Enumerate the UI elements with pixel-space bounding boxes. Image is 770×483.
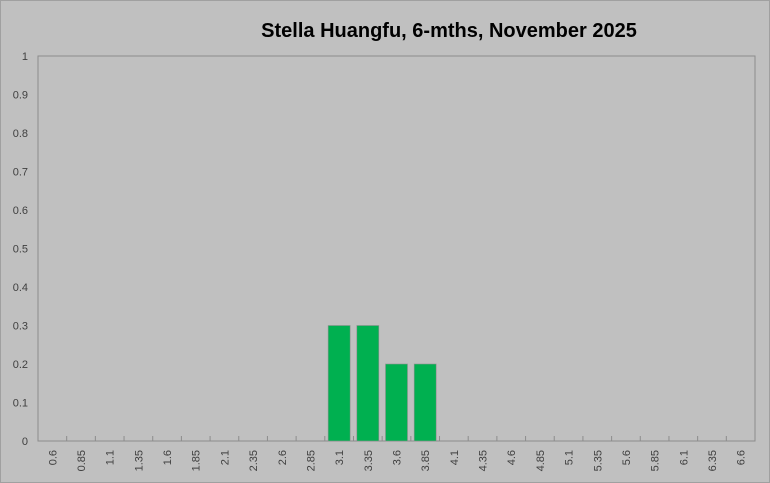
- y-tick-label: 1: [22, 51, 28, 63]
- x-tick-label: 3.1: [334, 450, 346, 465]
- x-tick-label: 6.1: [678, 450, 690, 465]
- x-tick-label: 5.35: [592, 450, 604, 471]
- x-tick-label: 2.85: [305, 450, 317, 471]
- x-tick-label: 5.1: [564, 450, 576, 465]
- y-tick-label: 0.5: [13, 244, 28, 256]
- y-tick-label: 0.1: [13, 398, 28, 410]
- x-tick-label: 6.35: [707, 450, 719, 471]
- x-tick-label: 3.6: [392, 450, 404, 465]
- y-tick-label: 0.8: [13, 128, 28, 140]
- y-tick-label: 0.3: [13, 321, 28, 333]
- x-tick-label: 5.6: [621, 450, 633, 465]
- x-tick-label: 1.1: [105, 450, 117, 465]
- y-tick-label: 0.9: [13, 90, 28, 102]
- x-tick-label: 1.6: [162, 450, 174, 465]
- y-tick-label: 0.7: [13, 167, 28, 179]
- x-tick-label: 0.85: [76, 450, 88, 471]
- x-tick-label: 2.6: [277, 450, 289, 465]
- x-tick-label: 4.1: [449, 450, 461, 465]
- bar: [356, 325, 380, 442]
- bar: [385, 363, 408, 442]
- x-tick-label: 3.85: [420, 450, 432, 471]
- x-tick-label: 4.85: [535, 450, 547, 471]
- y-tick-label: 0.2: [13, 359, 28, 371]
- x-tick-label: 6.6: [736, 450, 748, 465]
- x-tick-label: 1.35: [133, 450, 145, 471]
- x-tick-label: 2.35: [248, 450, 260, 471]
- x-tick-label: 0.6: [47, 450, 59, 465]
- x-tick-label: 3.35: [363, 450, 375, 471]
- x-tick-label: 1.85: [191, 450, 203, 471]
- y-tick-label: 0: [22, 436, 28, 448]
- bar: [327, 325, 351, 442]
- chart-title: Stella Huangfu, 6-mths, November 2025: [261, 20, 637, 42]
- bar: [413, 363, 437, 442]
- x-tick-label: 2.1: [219, 450, 231, 465]
- y-tick-label: 0.4: [13, 282, 28, 294]
- x-tick-label: 5.85: [650, 450, 662, 471]
- x-tick-label: 4.6: [506, 450, 518, 465]
- x-tick-label: 4.35: [478, 450, 490, 471]
- y-tick-label: 0.6: [13, 205, 28, 217]
